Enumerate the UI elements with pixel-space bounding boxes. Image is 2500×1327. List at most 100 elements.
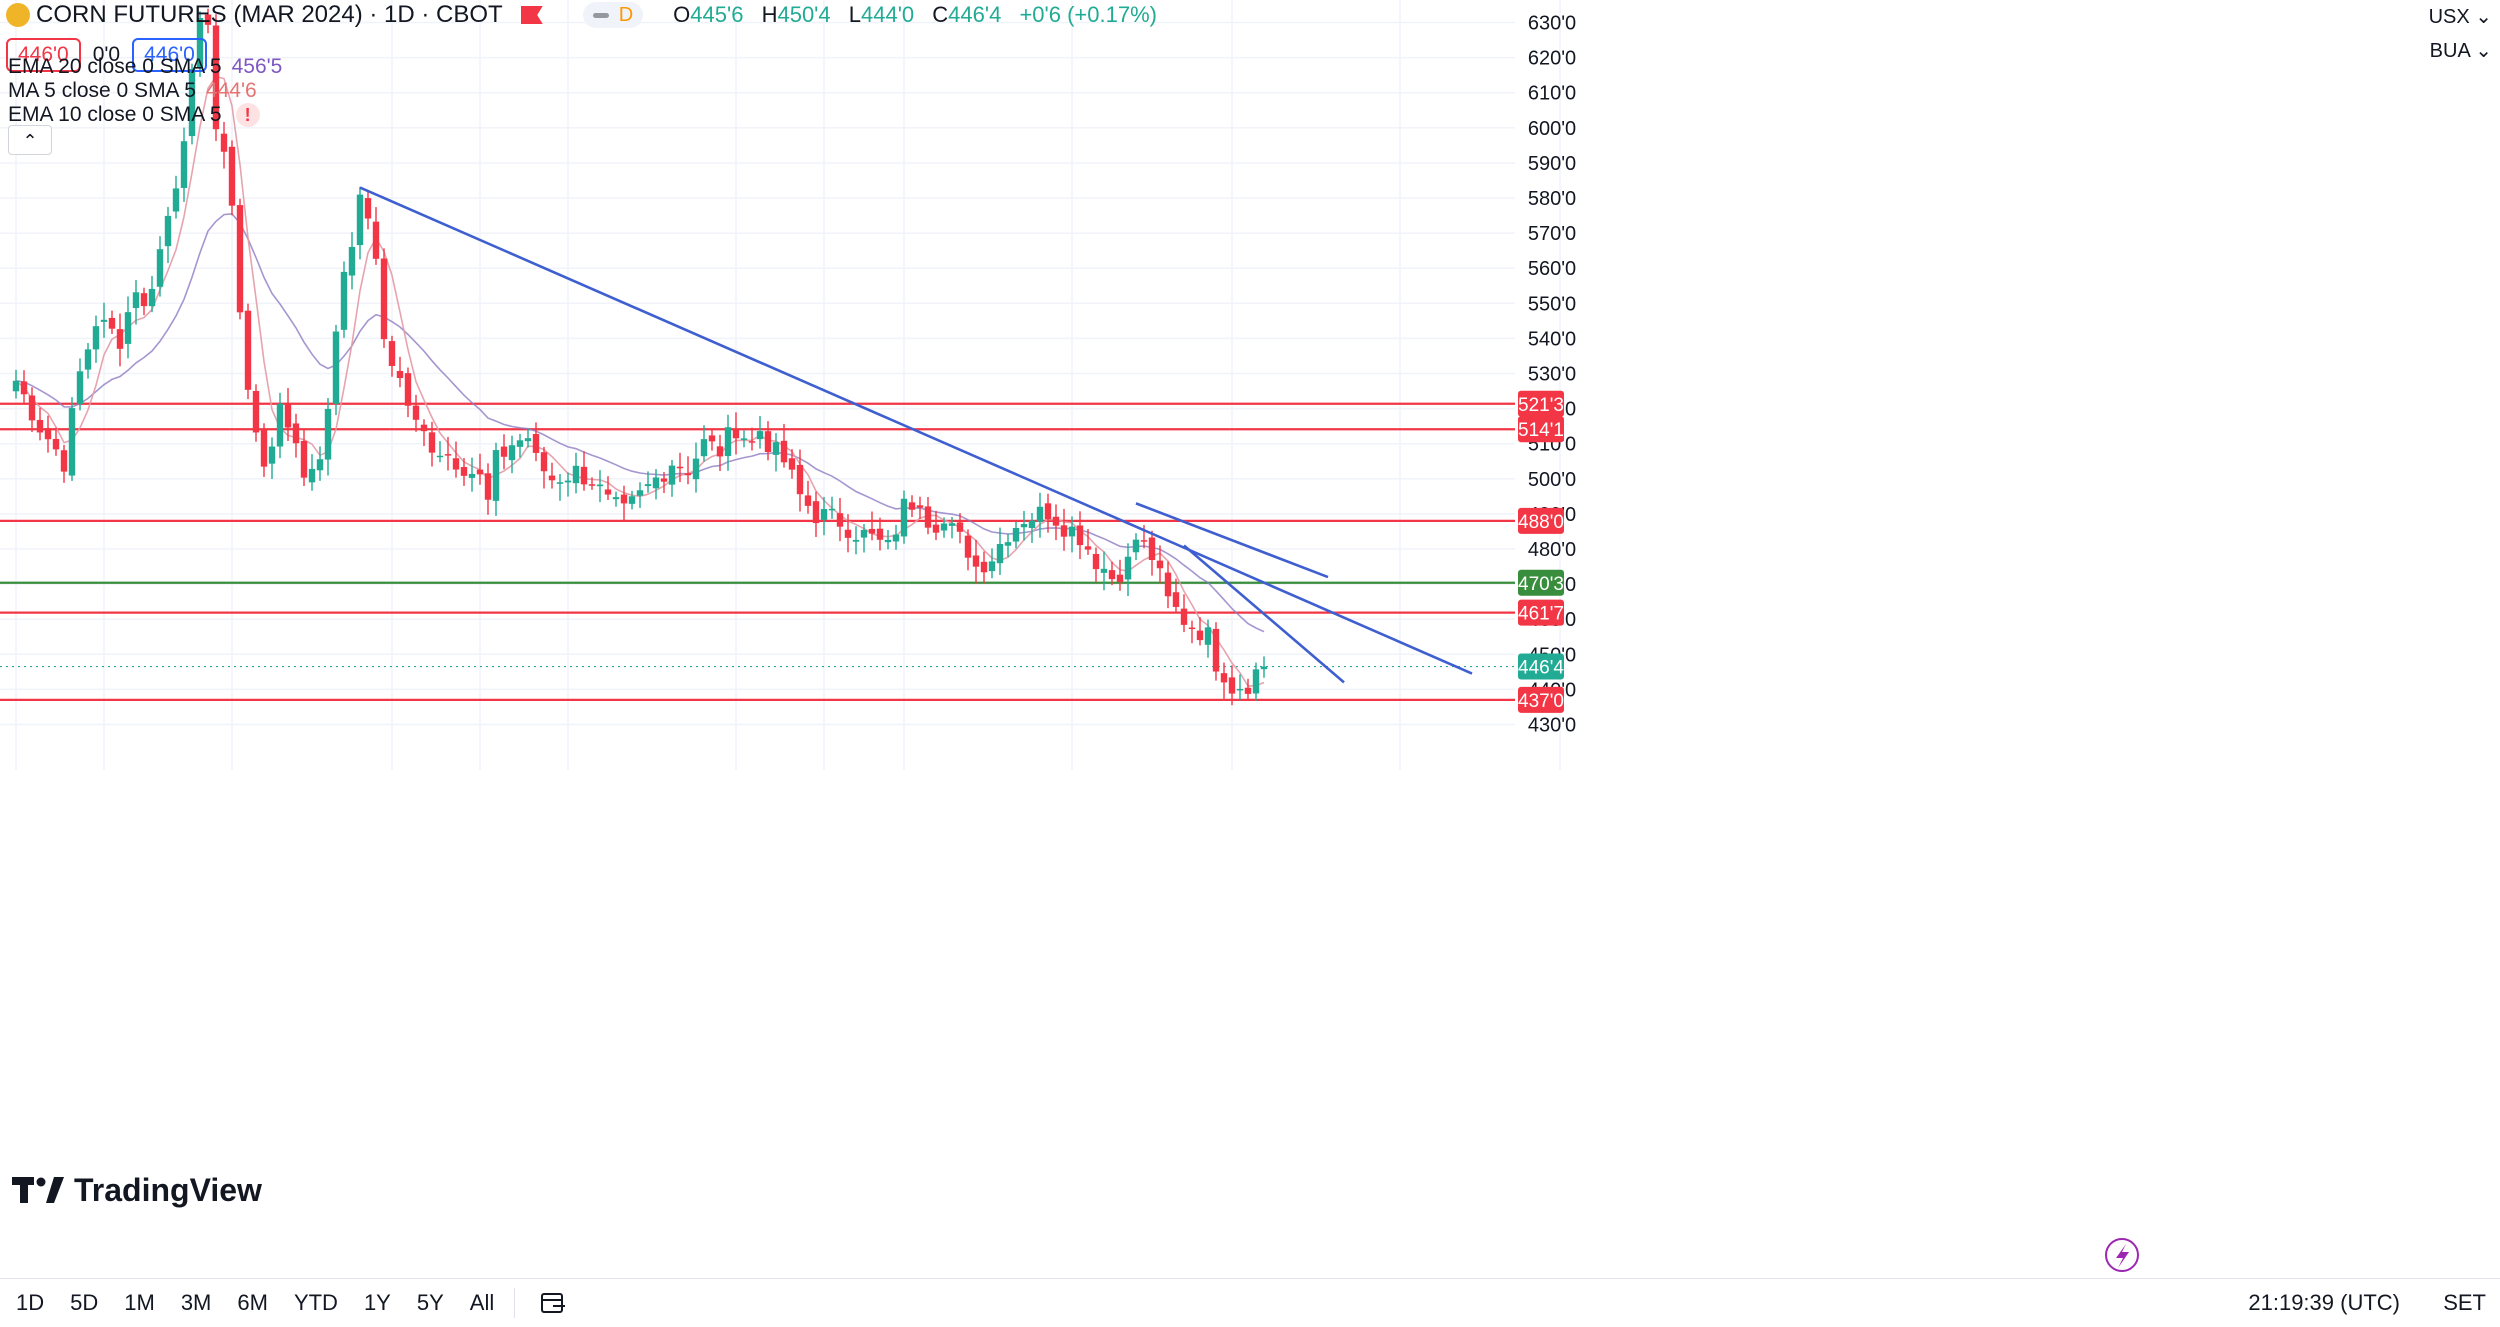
timeframe-ytd[interactable]: YTD — [293, 1290, 338, 1315]
candle — [348, 232, 356, 290]
candle — [996, 527, 1004, 575]
level-price-tag: 521'3 — [1518, 395, 1564, 416]
go-to-date-icon[interactable] — [539, 1290, 567, 1316]
candle — [372, 207, 380, 265]
candle — [252, 384, 260, 442]
trendline — [1183, 544, 1345, 684]
candle — [1052, 504, 1060, 541]
candle — [124, 296, 132, 359]
flag-icon[interactable] — [520, 6, 543, 24]
candle — [572, 452, 580, 494]
candle — [516, 433, 524, 458]
lightning-event-icon — [2105, 1238, 2139, 1272]
candle — [948, 516, 956, 539]
candle — [676, 452, 684, 483]
y-tick-label: 590'0 — [1528, 153, 1576, 175]
y-tick-label: 480'0 — [1528, 539, 1576, 561]
candle — [116, 313, 124, 367]
candle — [652, 469, 660, 500]
candle — [916, 496, 924, 519]
candle — [420, 419, 428, 447]
candle — [860, 524, 868, 553]
timeframe-1y[interactable]: 1Y — [363, 1290, 391, 1315]
candle — [236, 198, 244, 320]
level-price-tag: 470'3 — [1518, 574, 1564, 595]
candle — [1116, 559, 1124, 591]
candle — [1204, 619, 1212, 658]
candle — [500, 434, 508, 470]
y-tick-label: 600'0 — [1528, 118, 1576, 140]
currency-selector[interactable]: USX ⌄ — [2428, 6, 2492, 28]
candle — [756, 416, 764, 449]
y-tick-label: 580'0 — [1528, 188, 1576, 210]
candle — [340, 261, 348, 338]
y-tick-label: 540'0 — [1528, 328, 1576, 350]
candle — [812, 491, 820, 538]
indicator-ema10[interactable]: EMA 10 close 0 SMA 5! — [8, 103, 260, 127]
price-chart[interactable]: 430'0440'0450'0460'0470'0480'0490'0500'0… — [0, 0, 2500, 1278]
candle — [892, 524, 900, 550]
candle — [540, 446, 548, 489]
y-tick-label: 430'0 — [1528, 714, 1576, 736]
toolbar-divider — [514, 1288, 516, 1318]
timeframe-6m[interactable]: 6M — [237, 1290, 268, 1315]
settings-link[interactable]: SET — [2443, 1290, 2486, 1315]
collapse-legend-button[interactable]: ⌃ — [8, 125, 52, 155]
candle — [308, 454, 316, 491]
candle — [60, 444, 68, 483]
candle — [476, 453, 484, 485]
indicator-ma5[interactable]: MA 5 close 0 SMA 5 444'6 — [8, 79, 257, 102]
candle — [364, 191, 372, 230]
interval-pill[interactable]: D — [582, 2, 644, 28]
candle — [1092, 547, 1100, 583]
timeframe-1d[interactable]: 1D — [16, 1290, 45, 1315]
candle — [1164, 561, 1172, 609]
candle — [1156, 545, 1164, 584]
sell-price-button[interactable]: 446'0 — [6, 38, 81, 72]
candle — [1028, 513, 1036, 543]
candle — [708, 428, 716, 451]
candle — [484, 463, 492, 515]
candle — [932, 510, 940, 541]
candle — [444, 436, 452, 471]
y-tick-label: 570'0 — [1528, 223, 1576, 245]
timeframe-1m[interactable]: 1M — [124, 1290, 155, 1315]
warning-icon[interactable]: ! — [235, 103, 260, 127]
candle — [820, 496, 828, 536]
candle — [76, 358, 84, 411]
candle — [276, 392, 284, 459]
utc-clock[interactable]: 21:19:39 (UTC) — [2248, 1290, 2400, 1315]
y-tick-label: 610'0 — [1528, 83, 1576, 105]
trendline — [1135, 502, 1329, 579]
candle — [764, 421, 772, 461]
candle — [12, 369, 20, 399]
timeframe-all[interactable]: All — [469, 1290, 495, 1315]
candle — [828, 496, 836, 519]
candle — [780, 423, 788, 468]
candle — [436, 441, 444, 463]
timeframe-5y[interactable]: 5Y — [416, 1290, 444, 1315]
candle — [1084, 529, 1092, 555]
candle — [684, 456, 692, 485]
candle — [292, 413, 300, 458]
candle — [524, 428, 532, 448]
candle — [668, 459, 676, 497]
candle — [620, 485, 628, 521]
level-price-tag-bg — [1518, 390, 1564, 417]
symbol-title[interactable]: CORN FUTURES (MAR 2024) · 1D · CBOT — [36, 1, 503, 28]
indicator-ema20[interactable]: EMA 20 close 0 SMA 5 456'5 — [8, 55, 283, 78]
candle — [1108, 561, 1116, 586]
level-price-tag: 461'7 — [1518, 604, 1564, 625]
candle — [1132, 533, 1140, 561]
candle — [596, 470, 604, 503]
buy-price-button[interactable]: 446'0 — [132, 38, 207, 72]
unit-selector[interactable]: BUA ⌄ — [2429, 40, 2492, 62]
candle — [228, 140, 236, 216]
candle — [356, 186, 364, 260]
candle — [428, 421, 436, 467]
candle — [588, 477, 596, 490]
candle — [788, 449, 796, 479]
candle — [1020, 510, 1028, 541]
timeframe-3m[interactable]: 3M — [180, 1290, 212, 1315]
timeframe-5d[interactable]: 5D — [70, 1290, 99, 1315]
